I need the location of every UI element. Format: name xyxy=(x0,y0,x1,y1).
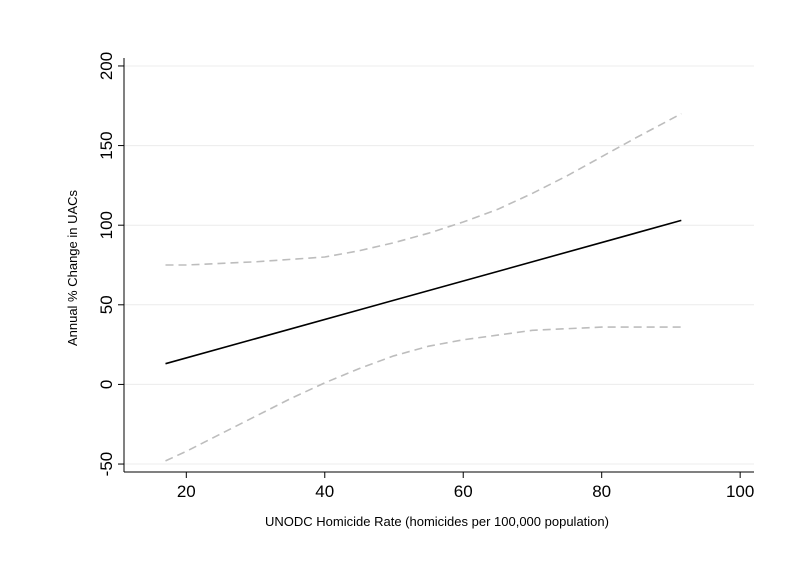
grid xyxy=(124,65,754,465)
axes: -50 0 50 100 150 200 20 40 60 80 100 xyxy=(97,52,754,501)
y-tick-label-50: 50 xyxy=(97,295,116,314)
x-tick-label-100: 100 xyxy=(726,482,754,501)
series-layer xyxy=(165,112,682,462)
y-tick-label-100: 100 xyxy=(97,211,116,239)
y-tick-label-0: 0 xyxy=(97,380,116,389)
y-tick-label-200: 200 xyxy=(97,52,116,80)
x-tick-label-60: 60 xyxy=(454,482,473,501)
x-tick-label-20: 20 xyxy=(177,482,196,501)
series-ci-lower-line xyxy=(165,326,682,462)
y-tick-label-150: 150 xyxy=(97,131,116,159)
x-axis-title: UNODC Homicide Rate (homicides per 100,0… xyxy=(265,514,609,529)
x-tick-label-80: 80 xyxy=(592,482,611,501)
y-axis-title: Annual % Change in UACs xyxy=(65,189,80,346)
series-ci-upper-line xyxy=(165,112,682,266)
x-tick-label-40: 40 xyxy=(315,482,334,501)
series-fit-line xyxy=(165,219,682,365)
y-tick-label--50: -50 xyxy=(97,452,116,477)
